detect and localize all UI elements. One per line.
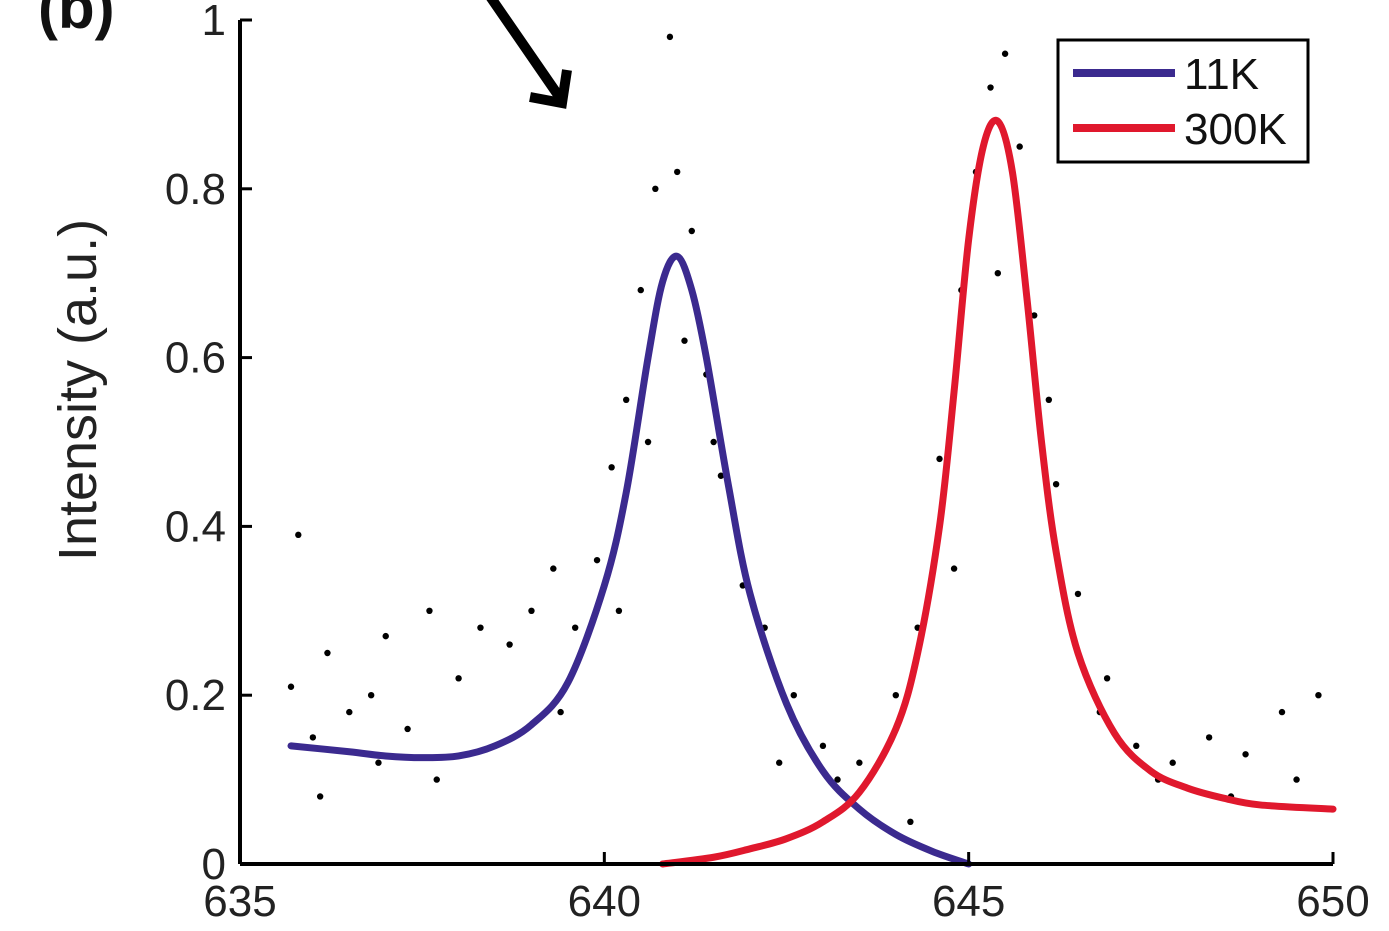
data-point — [324, 649, 331, 657]
data-point — [608, 464, 615, 471]
data-point — [1001, 50, 1009, 57]
data-point — [1031, 312, 1038, 319]
data-point — [644, 438, 652, 446]
data-point — [550, 565, 557, 572]
data-point — [819, 742, 827, 750]
data-point — [1133, 742, 1140, 750]
x-axis-ticks: 635 640 645 650 — [203, 852, 1370, 926]
scatter-points — [287, 33, 1322, 825]
data-point — [936, 455, 943, 463]
data-point — [688, 227, 695, 235]
axes — [238, 20, 1333, 866]
fit-line-300k — [659, 116, 1337, 868]
y-tick-label: 0 — [202, 840, 226, 889]
data-point — [1278, 708, 1286, 716]
y-tick-label: 0.2 — [165, 671, 226, 720]
data-point — [433, 776, 440, 783]
data-point — [367, 692, 375, 699]
fit-lines — [287, 116, 1337, 868]
data-point — [557, 708, 564, 716]
data-point — [1052, 481, 1060, 488]
data-point — [776, 759, 783, 766]
data-point — [1016, 143, 1023, 150]
x-tick-label: 635 — [203, 877, 276, 926]
x-tick-label: 645 — [932, 877, 1005, 926]
y-axis-ticks: 0 0.2 0.4 0.6 0.8 1 — [165, 0, 252, 889]
data-point — [710, 438, 717, 446]
data-point — [287, 683, 295, 690]
data-point — [950, 565, 958, 572]
y-tick-label: 0.4 — [165, 502, 226, 551]
data-point — [681, 337, 688, 344]
x-tick-label: 640 — [568, 877, 641, 926]
data-point — [790, 692, 797, 699]
data-point — [309, 734, 317, 741]
data-point — [571, 624, 579, 631]
y-tick-label: 0.6 — [165, 334, 226, 383]
panel-label: (b) — [38, 0, 115, 41]
data-point — [1103, 675, 1111, 682]
data-point — [528, 607, 535, 614]
data-point — [615, 607, 623, 614]
data-point — [375, 759, 382, 766]
data-point — [477, 624, 484, 631]
data-point — [717, 472, 725, 479]
data-point — [674, 168, 681, 176]
y-tick-label: 1 — [202, 0, 226, 45]
fit-line-11k — [287, 252, 973, 868]
data-point — [316, 793, 324, 800]
y-tick-label: 0.8 — [165, 165, 226, 214]
data-point — [1205, 734, 1213, 741]
data-point — [295, 531, 302, 539]
data-point — [404, 725, 411, 733]
data-point — [834, 776, 841, 783]
data-point — [426, 607, 433, 614]
data-point — [907, 818, 914, 825]
data-point — [856, 759, 863, 766]
data-point — [593, 556, 601, 564]
data-point — [892, 692, 899, 699]
legend-label-11k: 11K — [1184, 50, 1259, 99]
data-point — [987, 84, 994, 91]
data-point — [382, 632, 389, 640]
data-point — [1074, 590, 1082, 598]
data-point — [346, 708, 353, 716]
data-point — [455, 675, 462, 682]
legend-box — [1056, 38, 1310, 164]
legend-label-300k: 300K — [1184, 105, 1287, 154]
data-point — [1169, 759, 1176, 766]
data-point — [652, 185, 659, 192]
legend: 11K 300K — [1056, 38, 1310, 164]
data-point — [1045, 396, 1053, 403]
data-point — [506, 641, 513, 648]
data-point — [1315, 692, 1322, 699]
data-point — [622, 396, 630, 403]
y-axis-label: Intensity (a.u.) — [48, 219, 108, 561]
data-point — [994, 270, 1002, 277]
x-tick-label: 650 — [1296, 877, 1369, 926]
data-point — [1242, 751, 1249, 758]
data-point — [637, 286, 644, 294]
annotation-arrow-icon — [486, 0, 572, 109]
data-point — [666, 33, 674, 41]
data-point — [1293, 776, 1300, 783]
